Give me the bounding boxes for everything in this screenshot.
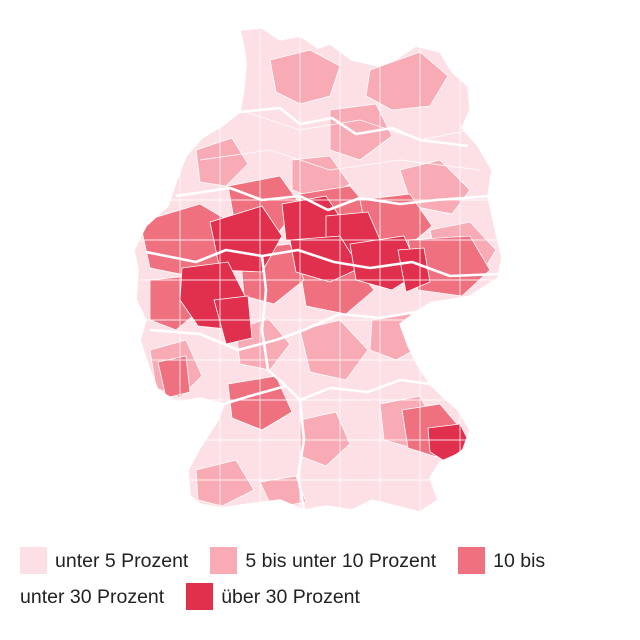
legend-label-class-2: 5 bis unter 10 Prozent [245, 550, 437, 572]
legend-label-class-4: über 30 Prozent [221, 586, 360, 608]
legend-swatch-class-4 [186, 583, 214, 610]
legend-item-class-3-continued: unter 30 Prozent [20, 579, 164, 615]
legend-item-class-1: unter 5 Prozent [20, 543, 188, 579]
region-group-class-2 [149, 49, 497, 509]
district-borders [140, 30, 500, 510]
legend-item-class-2: 5 bis unter 10 Prozent [210, 543, 436, 579]
region-emsland [195, 137, 249, 187]
germany-outline [133, 27, 503, 513]
legend-swatch-class-2 [210, 547, 238, 574]
region-franconia [299, 319, 369, 381]
state-borders [145, 106, 499, 511]
region-baden [195, 459, 255, 507]
legend-label-class-1: unter 5 Prozent [55, 550, 189, 572]
legend-label-class-3-part-a: 10 bis [493, 550, 546, 572]
germany-choropleth-map [133, 27, 503, 513]
legend-swatch-class-3 [458, 547, 486, 574]
legend-item-class-3: 10 bis [458, 543, 545, 579]
legend-item-class-4: über 30 Prozent [186, 579, 360, 615]
region-northwest-coast [269, 49, 341, 105]
region-east-saxony [397, 247, 431, 293]
legend-label-class-3-part-b: unter 30 Prozent [20, 586, 165, 608]
legend-swatch-class-1 [20, 547, 47, 574]
region-saarland [157, 355, 191, 399]
map-legend: unter 5 Prozent 5 bis unter 10 Prozent 1… [20, 543, 620, 615]
region-allgaeu [259, 475, 307, 509]
region-upper-palatinate [369, 311, 423, 361]
